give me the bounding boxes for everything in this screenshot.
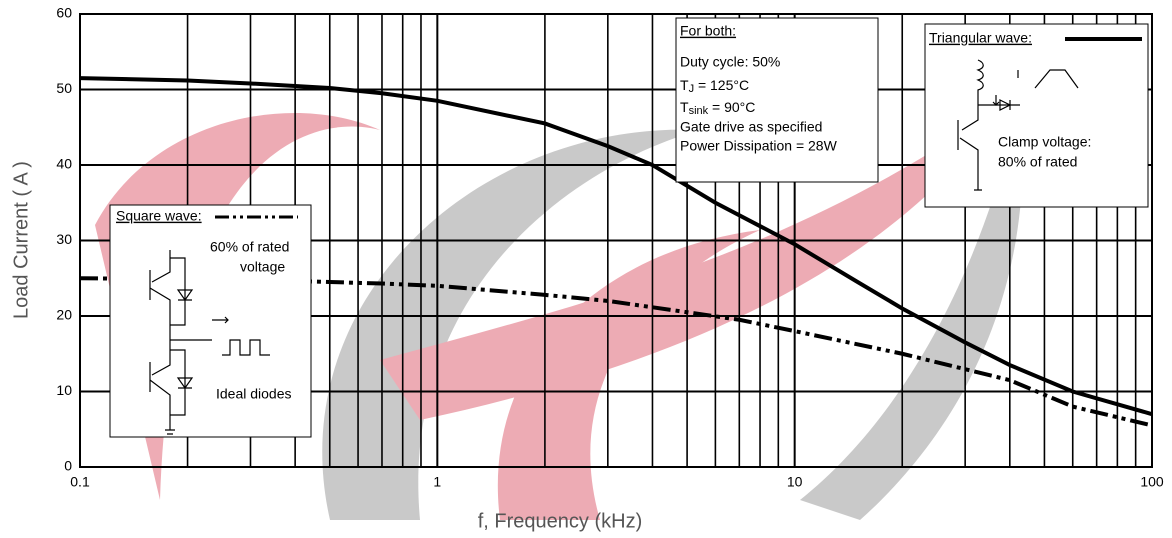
x-tick-label: 0.1 [70, 474, 90, 490]
circuit [149, 250, 270, 435]
y-tick-label: 60 [56, 5, 72, 21]
annotation: Clamp voltage: [998, 134, 1091, 150]
annotation: Gate drive as specified [680, 119, 822, 135]
x-axis-label: f, Frequency (kHz) [478, 510, 642, 532]
annotation-box [675, 17, 879, 183]
annotation: 60% of rated [210, 239, 289, 255]
annotation: For both: [680, 23, 736, 39]
legend-label: Triangular wave: [929, 30, 1032, 46]
series-line [79, 276, 1153, 428]
circuit [957, 59, 1079, 191]
x-tick-label: 100 [1140, 474, 1164, 490]
x-tick-label: 1 [433, 474, 441, 490]
annotation: Ideal diodes [216, 386, 292, 402]
annotation: Duty cycle: 50% [680, 54, 780, 70]
annotation: 80% of rated [998, 154, 1077, 170]
y-tick-label: 50 [56, 80, 72, 96]
y-tick-label: 10 [56, 382, 72, 398]
y-tick-label: 0 [64, 458, 72, 474]
annotation-box [924, 23, 1149, 208]
x-tick-label: 10 [787, 474, 803, 490]
annotation-box [109, 204, 312, 438]
y-tick-label: 40 [56, 156, 72, 172]
y-tick-label: 20 [56, 307, 72, 323]
annotation: TJ = 125°C [680, 77, 749, 95]
annotation: voltage [240, 259, 285, 275]
annotation: Power Dissipation = 28W [680, 138, 838, 154]
series-line [79, 76, 1153, 417]
y-tick-label: 30 [56, 231, 72, 247]
annotation: Tsink = 90°C [680, 99, 755, 117]
legend-label: Square wave: [116, 208, 202, 224]
y-axis-label: Load Current ( A ) [10, 161, 32, 319]
